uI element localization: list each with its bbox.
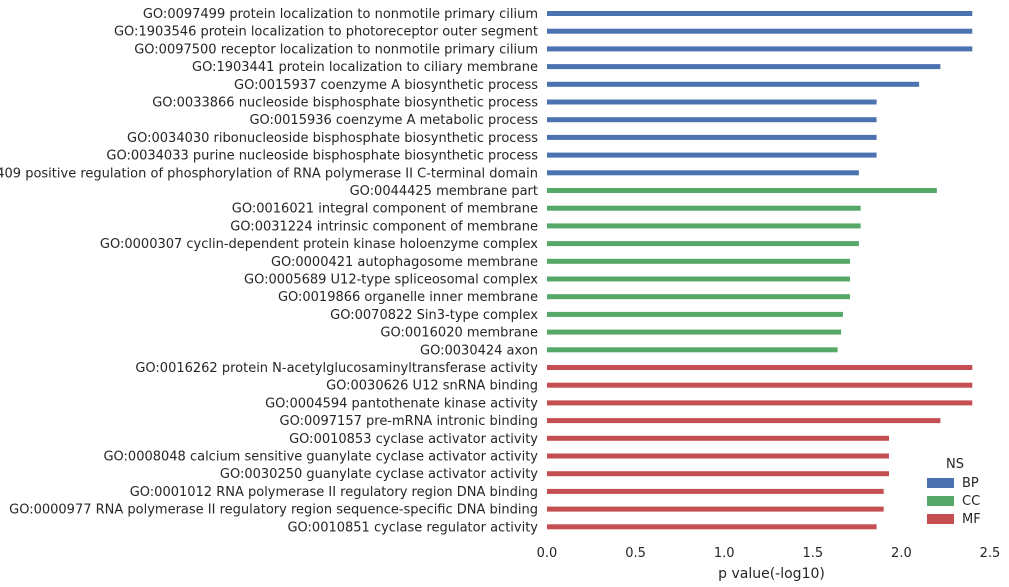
category-label: GO:0015937 coenzyme A biosynthetic proce…	[234, 78, 538, 93]
category-label: GO:0000421 autophagosome membrane	[271, 255, 538, 270]
bar-cc	[547, 311, 843, 317]
x-axis-title: p value(-log10)	[718, 566, 825, 582]
legend-swatch	[927, 478, 954, 488]
bar-bp	[547, 134, 877, 140]
bar-bp	[547, 28, 973, 34]
x-axis-ticks: 0.0 0.5 1.0 1.5 2.0 2.5	[537, 546, 1001, 561]
bar-mf	[547, 506, 884, 512]
category-label: GO:0015936 coenzyme A metabolic process	[249, 113, 538, 128]
category-label: GO:0005689 U12-type spliceosomal complex	[244, 273, 538, 288]
category-label: GO:0000307 cyclin-dependent protein kina…	[100, 237, 538, 252]
bar-bp	[547, 46, 973, 52]
bar-cc	[547, 258, 851, 264]
legend-swatch	[927, 514, 954, 524]
legend: NS BP CC MF	[927, 457, 981, 527]
bar-mf	[547, 382, 973, 388]
category-label: GO:1903546 protein localization to photo…	[114, 25, 538, 40]
bar-cc	[547, 223, 861, 229]
bar-cc	[547, 294, 851, 300]
category-label: GO:0097499 protein localization to nonmo…	[143, 7, 538, 22]
bar-bp	[547, 11, 973, 16]
bar-bp	[547, 170, 859, 176]
bar-cc	[547, 241, 859, 247]
x-tick-label: 2.5	[980, 546, 1001, 561]
bar-bp	[547, 117, 877, 123]
bar-mf	[547, 524, 877, 530]
legend-swatch	[927, 496, 954, 506]
bar-bp	[547, 99, 877, 105]
category-label: GO:0034033 purine nucleoside bisphosphat…	[106, 149, 538, 164]
x-tick-label: 2.0	[891, 546, 912, 561]
bar-bp	[547, 152, 877, 158]
legend-label: CC	[962, 494, 980, 509]
bar-mf	[547, 488, 884, 494]
legend-label: BP	[962, 476, 979, 491]
category-label: GO:0016021 integral component of membran…	[232, 202, 538, 217]
x-tick-label: 1.5	[802, 546, 823, 561]
category-label: GO:0030250 guanylate cyclase activator a…	[220, 467, 538, 482]
category-label: GO:0004594 pantothenate kinase activity	[265, 396, 538, 411]
bar-mf	[547, 453, 889, 459]
bar-bp	[547, 81, 920, 87]
category-label: GO:0008048 calcium sensitive guanylate c…	[103, 450, 538, 465]
category-label: GO:0034030 ribonucleoside bisphosphate b…	[127, 131, 538, 146]
category-label: GO:0016020 membrane	[380, 326, 538, 341]
category-label: GO:0019866 organelle inner membrane	[278, 290, 538, 305]
category-label: GO:0070822 Sin3-type complex	[330, 308, 538, 323]
x-tick-label: 1.0	[714, 546, 735, 561]
category-label: GO:0030626 U12 snRNA binding	[326, 379, 538, 394]
category-label: GO:0030424 axon	[420, 343, 538, 358]
bar-cc	[547, 347, 838, 353]
category-label: GO:0097500 receptor localization to nonm…	[134, 42, 538, 57]
category-label: GO:0010853 cyclase activator activity	[289, 432, 538, 447]
category-label: GO:1903441 protein localization to cilia…	[192, 60, 538, 75]
category-label: GO:0016262 protein N-acetylglucosaminylt…	[135, 361, 538, 376]
category-label: GO:0033866 nucleoside bisphosphate biosy…	[152, 96, 538, 111]
category-label: GO:0001012 RNA polymerase II regulatory …	[130, 485, 538, 500]
x-tick-label: 0.0	[537, 546, 558, 561]
category-label: GO:0010851 cyclase regulator activity	[287, 520, 538, 535]
bar-cc	[547, 329, 842, 335]
bar-cc	[547, 276, 851, 282]
category-label: GO:0031224 intrinsic component of membra…	[230, 219, 538, 234]
legend-label: MF	[962, 512, 981, 527]
bar-mf	[547, 400, 973, 406]
category-label: GO:0044425 membrane part	[350, 184, 538, 199]
category-label: GO:1901409 positive regulation of phosph…	[0, 166, 538, 181]
bar-mf	[547, 435, 889, 441]
x-tick-label: 0.5	[625, 546, 646, 561]
legend-entries: BP CC MF	[927, 476, 981, 527]
category-label: GO:0097157 pre-mRNA intronic binding	[280, 414, 538, 429]
bar-cc	[547, 205, 861, 211]
bar-bp	[547, 64, 941, 70]
bar-mf	[547, 418, 941, 424]
bars-layer	[547, 11, 973, 530]
category-label: GO:0000977 RNA polymerase II regulatory …	[9, 503, 538, 518]
bar-mf	[547, 471, 889, 477]
bar-mf	[547, 365, 973, 370]
bar-cc	[547, 188, 937, 193]
legend-title: NS	[946, 457, 964, 472]
category-labels: GO:0097499 protein localization to nonmo…	[0, 7, 538, 535]
